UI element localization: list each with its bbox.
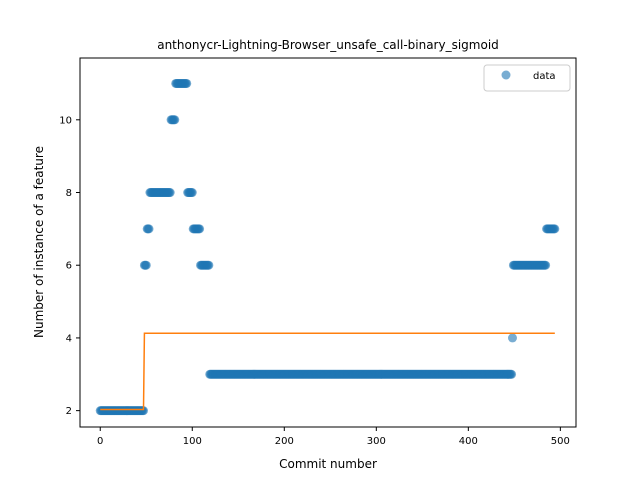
y-axis-ticks: 2 4 6 8 10 <box>59 115 80 417</box>
legend-label: data <box>533 71 556 82</box>
data-point <box>145 224 154 233</box>
plot-area <box>96 79 560 415</box>
data-point <box>166 188 175 197</box>
y-tick-label: 6 <box>66 261 72 272</box>
data-point <box>541 261 550 270</box>
legend: data <box>484 65 570 91</box>
data-point <box>550 224 559 233</box>
y-axis-label: Number of instance of a feature <box>32 146 46 338</box>
legend-box <box>484 65 570 91</box>
data-point <box>170 115 179 124</box>
y-tick-label: 2 <box>66 406 72 417</box>
data-point <box>508 333 517 342</box>
data-point <box>195 224 204 233</box>
data-point <box>507 370 516 379</box>
x-tick-label: 200 <box>275 436 294 447</box>
x-axis-ticks: 0 100 200 300 400 500 <box>97 427 570 447</box>
data-point <box>188 188 197 197</box>
x-tick-label: 400 <box>459 436 478 447</box>
y-tick-label: 4 <box>66 333 72 344</box>
x-tick-label: 300 <box>367 436 386 447</box>
x-tick-label: 100 <box>183 436 202 447</box>
y-tick-label: 8 <box>66 188 72 199</box>
data-point <box>142 261 151 270</box>
y-tick-label: 10 <box>59 115 72 126</box>
x-tick-label: 500 <box>551 436 570 447</box>
chart-title: anthonycr-Lightning-Browser_unsafe_call-… <box>157 38 499 52</box>
x-tick-label: 0 <box>97 436 103 447</box>
x-axis-label: Commit number <box>279 457 377 471</box>
data-point <box>182 79 191 88</box>
legend-marker <box>502 71 511 80</box>
data-point <box>204 261 213 270</box>
